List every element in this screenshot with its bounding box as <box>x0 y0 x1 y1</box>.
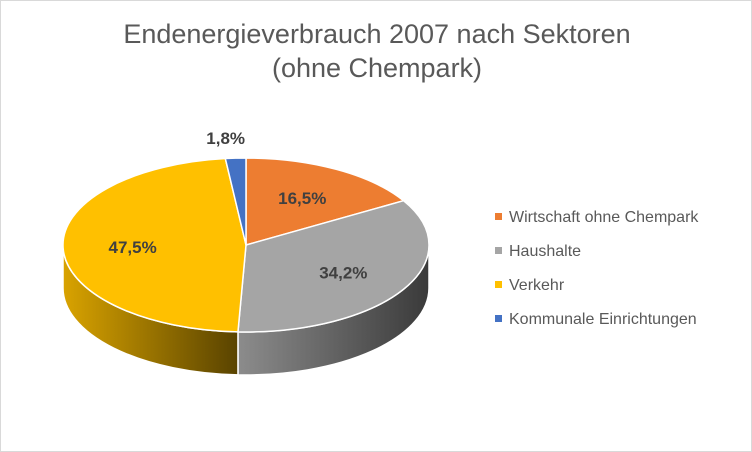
legend-item-haushalte: Haushalte <box>495 238 698 272</box>
legend-item-kommunale: Kommunale Einrichtungen <box>495 306 698 340</box>
legend-label-wirtschaft: Wirtschaft ohne Chempark <box>509 209 699 226</box>
data-label-haushalte: 34,2% <box>319 264 367 283</box>
chart-title-line-2: (ohne Chempark) <box>271 53 483 83</box>
legend-swatch-haushalte <box>495 247 502 254</box>
data-label-wirtschaft: 16,5% <box>278 189 326 208</box>
legend-label-kommunale: Kommunale Einrichtungen <box>509 311 697 328</box>
chart-title: Endenergieverbrauch 2007 nach Sektoren (… <box>1 17 752 85</box>
legend-item-verkehr: Verkehr <box>495 272 698 306</box>
legend: Wirtschaft ohne Chempark Haushalte Verke… <box>495 204 698 340</box>
data-label-verkehr: 47,5% <box>109 238 157 257</box>
legend-swatch-kommunale <box>495 315 502 322</box>
data-label-kommunale: 1,8% <box>206 129 245 148</box>
pie-slice-kommunale <box>224 157 247 246</box>
pie-slice-haushalte <box>237 199 430 333</box>
legend-label-haushalte: Haushalte <box>509 243 582 260</box>
chart-title-line-1: Endenergieverbrauch 2007 nach Sektoren <box>123 19 631 49</box>
pie-slice-wirtschaft <box>245 157 405 246</box>
legend-label-verkehr: Verkehr <box>509 277 565 294</box>
legend-swatch-wirtschaft <box>495 213 502 220</box>
legend-item-wirtschaft: Wirtschaft ohne Chempark <box>495 204 698 238</box>
pie-slice-verkehr <box>62 157 247 333</box>
legend-swatch-verkehr <box>495 281 502 288</box>
